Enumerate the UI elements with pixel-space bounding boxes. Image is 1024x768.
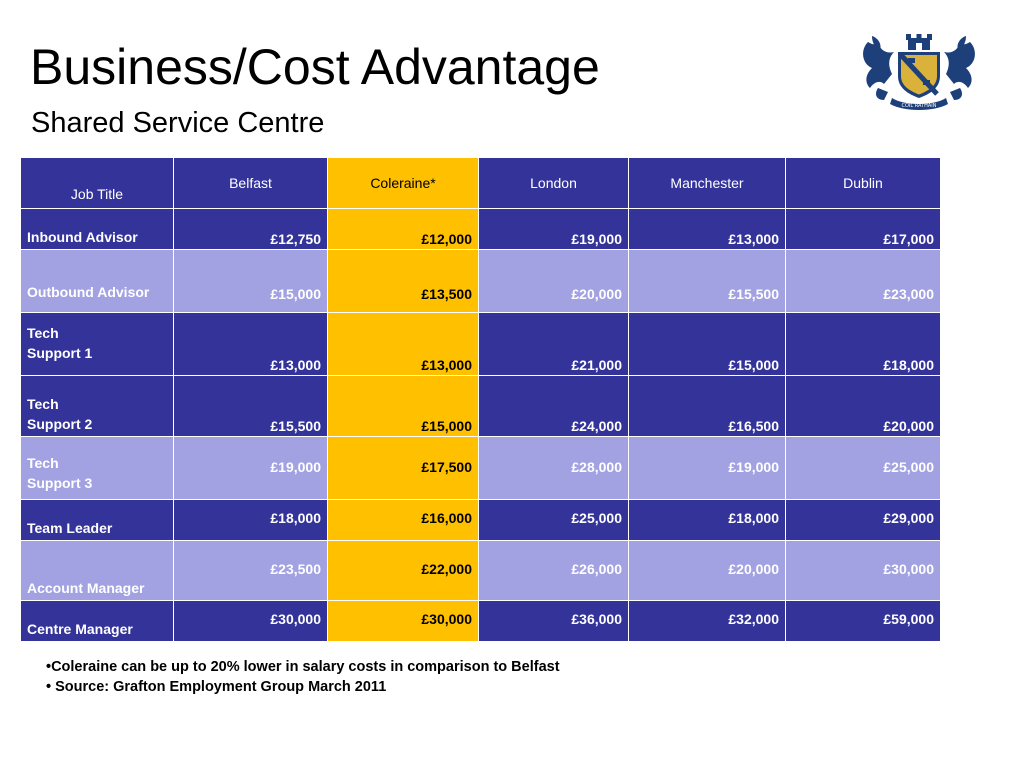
salary-cell: £19,000 <box>478 208 629 250</box>
salary-cell: £15,000 <box>173 249 328 313</box>
salary-cell: £15,500 <box>628 249 786 313</box>
salary-cell: £18,000 <box>173 499 328 541</box>
coat-of-arms-icon: COIL RATHAIN <box>863 34 975 110</box>
salary-cell: £12,750 <box>173 208 328 250</box>
table-row: Account Manager £23,500 £22,000 £26,000 … <box>20 540 941 601</box>
job-title-cell: Tech Support 2 <box>20 375 174 437</box>
salary-cell: £18,000 <box>785 312 941 376</box>
column-header-dublin: Dublin <box>785 157 941 209</box>
table-header-row: Job Title Belfast Coleraine* London Manc… <box>20 157 941 209</box>
salary-cell: £59,000 <box>785 600 941 642</box>
salary-cell: £23,500 <box>173 540 328 601</box>
crest-motto: COIL RATHAIN <box>901 103 936 109</box>
column-header-manchester: Manchester <box>628 157 786 209</box>
salary-cell: £26,000 <box>478 540 629 601</box>
job-title-cell: Team Leader <box>20 499 174 541</box>
salary-cell: £17,000 <box>785 208 941 250</box>
table-row: Inbound Advisor £12,750 £12,000 £19,000 … <box>20 208 941 250</box>
footnote-source: • Source: Grafton Employment Group March… <box>46 679 387 695</box>
salary-cell: £13,000 <box>173 312 328 376</box>
salary-cell: £30,000 <box>173 600 328 642</box>
salary-cell: £22,000 <box>327 540 479 601</box>
job-title-cell: Tech Support 1 <box>20 312 174 376</box>
job-title-cell: Inbound Advisor <box>20 208 174 250</box>
salary-cell: £16,500 <box>628 375 786 437</box>
salary-cell: £29,000 <box>785 499 941 541</box>
salary-cell: £25,000 <box>478 499 629 541</box>
salary-comparison-table: Job Title Belfast Coleraine* London Manc… <box>20 157 941 642</box>
job-title-cell: Account Manager <box>20 540 174 601</box>
table-row: Outbound Advisor £15,000 £13,500 £20,000… <box>20 249 941 313</box>
column-header-belfast: Belfast <box>173 157 328 209</box>
salary-cell: £15,000 <box>628 312 786 376</box>
salary-cell: £16,000 <box>327 499 479 541</box>
salary-cell: £13,000 <box>628 208 786 250</box>
salary-cell: £20,000 <box>785 375 941 437</box>
salary-cell: £20,000 <box>628 540 786 601</box>
salary-cell: £24,000 <box>478 375 629 437</box>
salary-cell: £13,000 <box>327 312 479 376</box>
table-row: Team Leader £18,000 £16,000 £25,000 £18,… <box>20 499 941 541</box>
salary-cell: £25,000 <box>785 436 941 500</box>
salary-cell: £30,000 <box>785 540 941 601</box>
job-title-cell: Tech Support 3 <box>20 436 174 500</box>
column-header-london: London <box>478 157 629 209</box>
footnotes: •Coleraine can be up to 20% lower in sal… <box>46 657 560 697</box>
salary-cell: £32,000 <box>628 600 786 642</box>
slide-subtitle: Shared Service Centre <box>31 107 325 139</box>
column-header-coleraine: Coleraine* <box>327 157 479 209</box>
footnote-coleraine-savings: •Coleraine can be up to 20% lower in sal… <box>46 659 560 675</box>
table-row: Tech Support 2 £15,500 £15,000 £24,000 £… <box>20 375 941 437</box>
coat-of-arms-logo: COIL RATHAIN <box>858 30 980 112</box>
table-row: Tech Support 1 £13,000 £13,000 £21,000 £… <box>20 312 941 376</box>
salary-cell: £17,500 <box>327 436 479 500</box>
salary-cell: £13,500 <box>327 249 479 313</box>
job-title-cell: Centre Manager <box>20 600 174 642</box>
salary-cell: £36,000 <box>478 600 629 642</box>
salary-cell: £21,000 <box>478 312 629 376</box>
salary-cell: £15,500 <box>173 375 328 437</box>
table-row: Centre Manager £30,000 £30,000 £36,000 £… <box>20 600 941 642</box>
salary-cell: £18,000 <box>628 499 786 541</box>
salary-cell: £23,000 <box>785 249 941 313</box>
table-row: Tech Support 3 £19,000 £17,500 £28,000 £… <box>20 436 941 500</box>
salary-cell: £15,000 <box>327 375 479 437</box>
salary-cell: £20,000 <box>478 249 629 313</box>
salary-cell: £12,000 <box>327 208 479 250</box>
salary-cell: £30,000 <box>327 600 479 642</box>
slide-title: Business/Cost Advantage <box>30 39 600 95</box>
salary-cell: £19,000 <box>628 436 786 500</box>
salary-cell: £28,000 <box>478 436 629 500</box>
job-title-cell: Outbound Advisor <box>20 249 174 313</box>
column-header-job-title: Job Title <box>20 157 174 209</box>
salary-cell: £19,000 <box>173 436 328 500</box>
